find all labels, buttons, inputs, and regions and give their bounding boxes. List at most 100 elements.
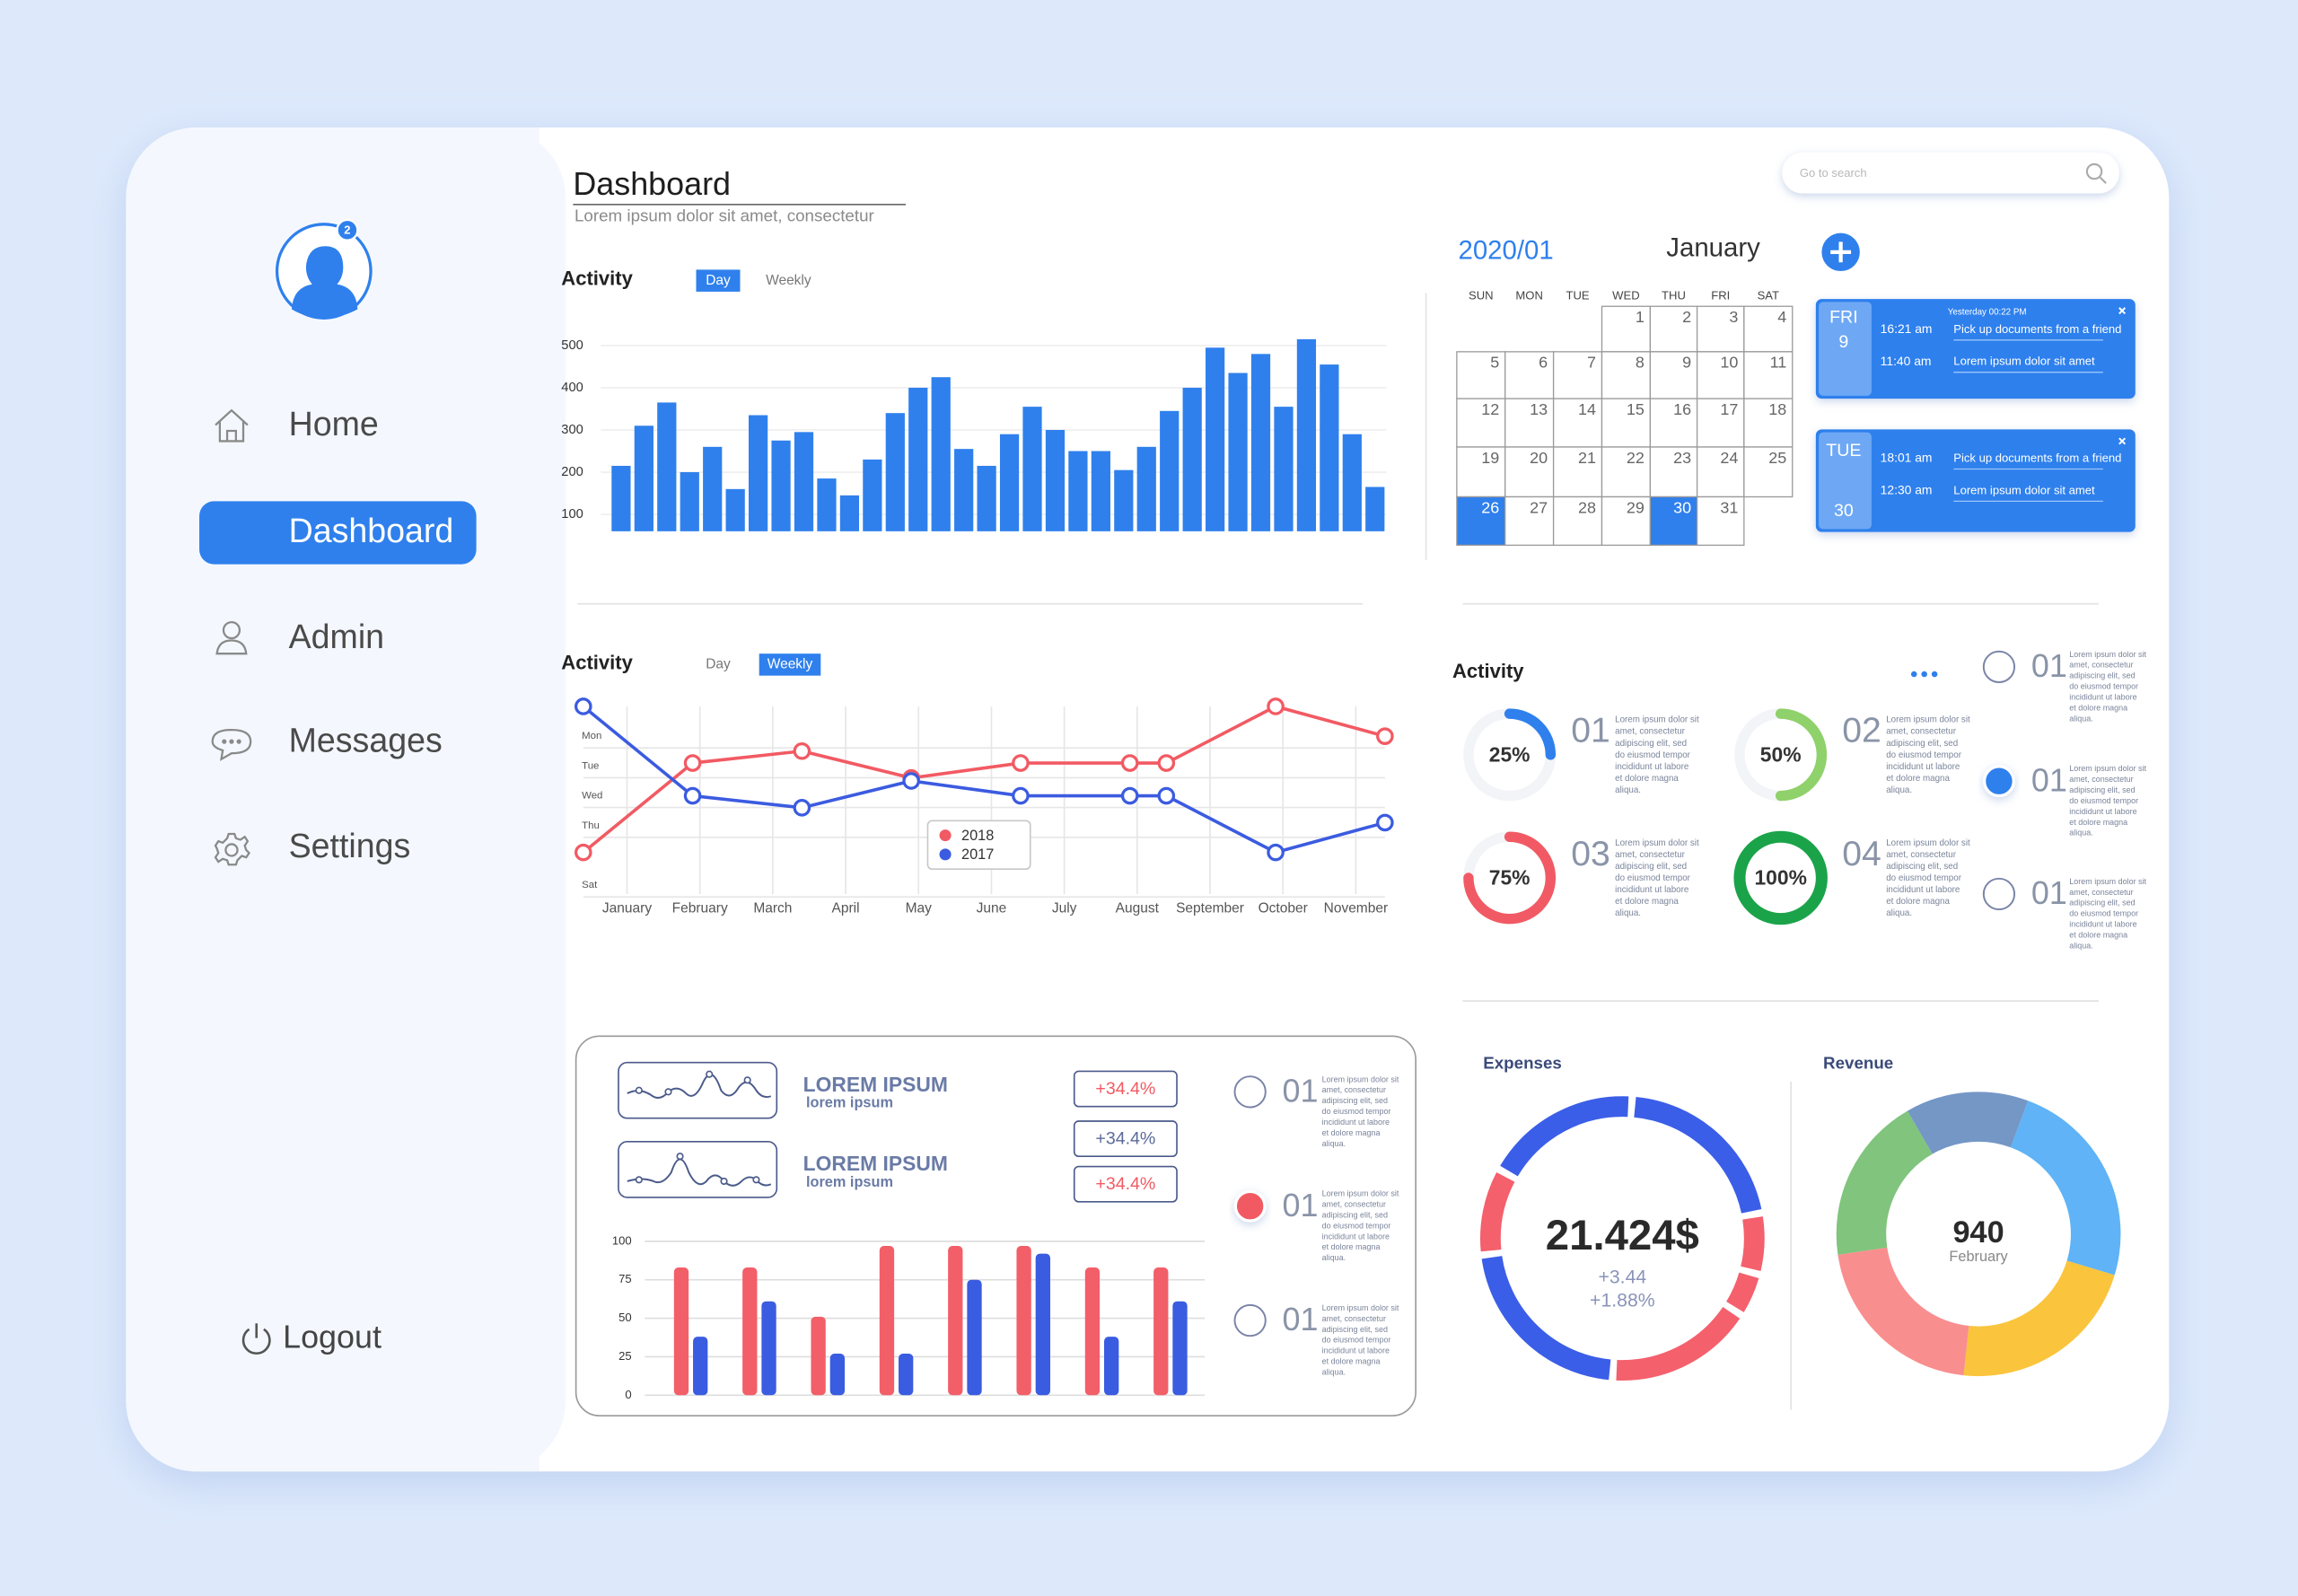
x-tick-label: July	[1052, 900, 1077, 916]
calendar-cell[interactable]	[1456, 351, 1506, 399]
bar	[1068, 451, 1088, 531]
calendar-cell[interactable]	[1504, 351, 1555, 399]
legend-swatch	[939, 829, 952, 842]
calendar-cell[interactable]	[1696, 351, 1745, 399]
item-number: 03	[1571, 835, 1610, 873]
calendar-cell[interactable]	[1601, 351, 1652, 399]
summary-subtitle: lorem ipsum	[806, 1095, 893, 1111]
event-card[interactable]	[1815, 429, 2136, 532]
toggle-active-bg[interactable]	[696, 269, 741, 292]
radio-selected[interactable]	[1233, 1189, 1267, 1223]
toggle-active-bg[interactable]	[759, 653, 821, 676]
close-icon[interactable]	[2118, 307, 2127, 315]
calendar-date: 16	[1673, 400, 1691, 418]
legend-swatch	[939, 848, 952, 861]
bar	[1091, 451, 1110, 531]
donut-segment	[1963, 1259, 2115, 1377]
nav-item[interactable]: Admin	[289, 618, 384, 655]
calendar-cell[interactable]	[1743, 446, 1794, 498]
calendar-date: 18	[1768, 400, 1786, 418]
line-point	[1120, 786, 1139, 805]
calendar-cell[interactable]	[1601, 305, 1652, 353]
search-icon[interactable]	[2085, 162, 2107, 184]
calendar-date: 10	[1720, 354, 1738, 372]
item-number: 01	[2031, 647, 2067, 684]
radio[interactable]	[1982, 650, 2016, 684]
event-time: 16:21 am	[1881, 321, 1933, 336]
progress-label: 100%	[1754, 866, 1806, 890]
calendar-date: 20	[1530, 449, 1548, 467]
bar	[1172, 1301, 1188, 1396]
event-card[interactable]	[1815, 299, 2136, 399]
calendar-cell[interactable]	[1649, 351, 1698, 399]
radio-selected[interactable]	[1982, 765, 2015, 798]
badge-label: +34.4%	[1095, 1129, 1155, 1149]
donut-segment	[1907, 1092, 2029, 1155]
nav-item[interactable]: Settings	[289, 827, 411, 864]
calendar-cell[interactable]	[1552, 446, 1603, 498]
sidebar-bg-edge	[483, 127, 539, 1472]
radio[interactable]	[1982, 877, 2016, 911]
toggle[interactable]: Weekly	[766, 273, 811, 288]
bar	[999, 434, 1020, 531]
bar	[967, 1279, 982, 1396]
calendar-cell[interactable]	[1743, 305, 1794, 353]
calendar-date: 22	[1627, 449, 1645, 467]
notification-badge	[336, 218, 359, 242]
line-point	[683, 754, 702, 772]
bar	[1153, 1267, 1169, 1396]
calendar-date: 1	[1636, 308, 1645, 326]
radio[interactable]	[1233, 1303, 1267, 1337]
radio[interactable]	[1233, 1075, 1267, 1109]
sparkline-box	[618, 1061, 778, 1119]
bar	[885, 413, 905, 531]
calendar-cell[interactable]	[1696, 495, 1745, 547]
bar	[725, 488, 745, 531]
chart-title: Revenue	[1823, 1053, 1893, 1072]
calendar-cell[interactable]	[1552, 351, 1603, 399]
calendar-cell[interactable]	[1456, 495, 1506, 547]
bar	[1274, 407, 1294, 531]
calendar-date: 28	[1578, 498, 1596, 516]
bar	[954, 449, 974, 531]
y-tick-label: 25	[618, 1349, 632, 1363]
donut-segment	[1725, 1272, 1759, 1312]
line-point	[902, 772, 920, 790]
calendar-date: 6	[1539, 354, 1548, 372]
x-tick-label: February	[672, 900, 728, 916]
calendar-date: 23	[1673, 449, 1691, 467]
calendar-cell[interactable]	[1649, 398, 1698, 448]
item-number: 01	[2031, 874, 2067, 911]
badge-box	[1073, 1070, 1178, 1108]
y-tick-label: 0	[625, 1388, 631, 1401]
logout[interactable]: Logout	[283, 1319, 382, 1355]
toggle[interactable]: Day	[706, 273, 731, 288]
progress-label: 75%	[1489, 866, 1531, 890]
nav-item[interactable]: Home	[289, 405, 379, 443]
calendar-cell[interactable]	[1601, 398, 1652, 448]
calendar-cell[interactable]	[1696, 305, 1745, 353]
search-box[interactable]	[1782, 152, 2119, 194]
close-icon[interactable]	[2118, 437, 2127, 445]
more-menu[interactable]	[1910, 671, 1938, 678]
calendar-cell[interactable]	[1552, 495, 1603, 547]
calendar-cell[interactable]	[1601, 495, 1652, 547]
calendar-date: 3	[1729, 308, 1738, 326]
calendar-date: 5	[1490, 354, 1499, 372]
toggle[interactable]: Day	[706, 657, 731, 672]
calendar-date: 11	[1770, 354, 1787, 372]
bar	[1182, 387, 1202, 531]
toggle[interactable]: Weekly	[767, 657, 813, 672]
progress-label: 50%	[1760, 743, 1802, 767]
line-point	[793, 741, 811, 760]
progress-ring	[1463, 831, 1557, 925]
calendar-cell[interactable]	[1743, 398, 1794, 448]
donut-sub: February	[1949, 1249, 2008, 1265]
nav-item[interactable]: Messages	[289, 722, 443, 759]
event-note: Yesterday 00:22 PM	[1948, 307, 2027, 317]
nav-item[interactable]: Dashboard	[289, 512, 454, 549]
nav-active-bg[interactable]	[199, 501, 477, 565]
calendar-cell[interactable]	[1601, 446, 1652, 498]
